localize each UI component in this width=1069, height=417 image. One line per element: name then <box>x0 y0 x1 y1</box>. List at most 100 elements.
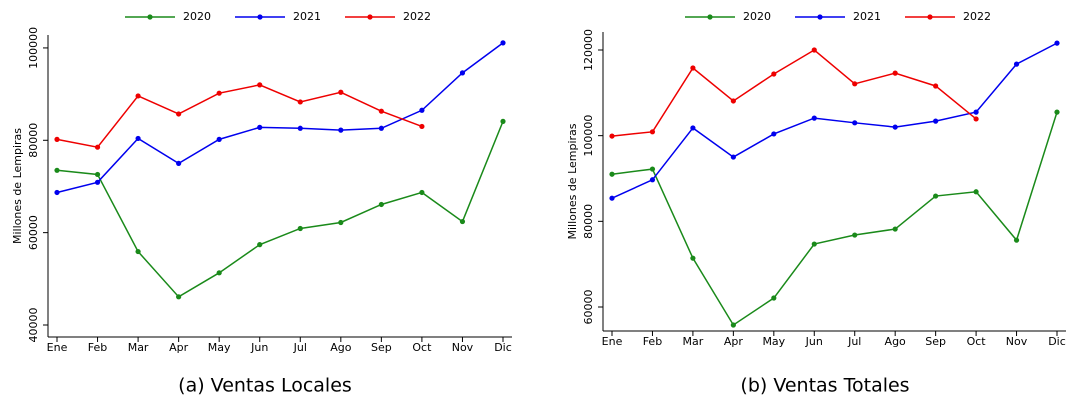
data-point <box>609 171 615 177</box>
data-point <box>419 189 425 196</box>
legend-marker <box>147 14 153 20</box>
y-tick-label: 60000 <box>27 215 40 250</box>
x-tick-label: Oct <box>967 335 987 348</box>
data-point <box>973 109 979 115</box>
data-point <box>649 129 656 135</box>
x-tick-label: Apr <box>169 341 189 354</box>
x-tick-label: Jun <box>805 335 823 348</box>
caption: (a) Ventas Locales <box>178 375 352 397</box>
x-tick-label: Sep <box>925 335 946 348</box>
data-point <box>135 93 141 99</box>
data-point <box>649 166 656 172</box>
y-tick-label: 80000 <box>27 123 40 158</box>
data-point <box>94 144 101 150</box>
y-axis-label: Millones de Lempiras <box>11 128 24 244</box>
data-point <box>54 189 60 196</box>
x-tick-label: Jul <box>847 335 861 348</box>
legend-label: 2022 <box>403 10 431 23</box>
x-tick-label: May <box>208 341 231 354</box>
data-point <box>852 81 858 87</box>
data-point <box>1054 109 1060 115</box>
data-point <box>933 118 939 124</box>
data-point <box>419 123 425 130</box>
data-point <box>135 135 141 142</box>
data-point <box>892 124 898 130</box>
data-point <box>730 322 736 328</box>
data-point <box>297 125 303 131</box>
x-tick-label: Jun <box>250 341 268 354</box>
y-tick-label: 100000 <box>582 115 595 157</box>
legend-marker <box>927 14 933 20</box>
x-tick-label: Apr <box>724 335 744 348</box>
x-tick-label: Dic <box>494 341 512 354</box>
y-axis-label: Millones de Lempiras <box>566 123 579 239</box>
data-point <box>771 295 777 301</box>
data-point <box>811 241 817 247</box>
data-point <box>771 71 777 77</box>
y-tick-label: 40000 <box>27 307 40 342</box>
data-point <box>690 65 696 71</box>
data-point <box>135 248 141 255</box>
legend-label: 2021 <box>293 10 321 23</box>
x-tick-label: Ago <box>885 335 907 348</box>
x-tick-label: Mar <box>128 341 149 354</box>
data-point <box>852 232 858 238</box>
data-point <box>649 177 656 183</box>
legend-label: 2021 <box>853 10 881 23</box>
data-point <box>500 118 506 124</box>
data-point <box>811 115 817 121</box>
legend-marker <box>367 14 373 20</box>
data-point <box>771 131 777 137</box>
data-point <box>216 90 222 96</box>
data-point <box>730 154 736 160</box>
data-point <box>338 89 344 95</box>
data-point <box>892 226 898 232</box>
data-point <box>609 195 615 201</box>
x-tick-label: May <box>762 335 785 348</box>
data-point <box>730 98 736 104</box>
data-point <box>811 47 817 53</box>
data-point <box>297 99 303 105</box>
data-point <box>1054 40 1060 46</box>
legend-label: 2020 <box>743 10 771 23</box>
data-point <box>378 201 384 208</box>
y-tick-label: 120000 <box>582 29 595 71</box>
data-point <box>94 171 101 178</box>
data-point <box>690 255 696 261</box>
x-tick-label: Feb <box>643 335 662 348</box>
series-line <box>611 111 1058 327</box>
legend-marker <box>257 14 263 20</box>
caption: (b) Ventas Totales <box>740 375 909 397</box>
x-tick-label: Ene <box>602 335 623 348</box>
x-tick-label: Mar <box>683 335 704 348</box>
x-tick-label: Ene <box>47 341 68 354</box>
legend-marker <box>707 14 713 20</box>
x-tick-label: Sep <box>371 341 392 354</box>
data-point <box>176 111 182 117</box>
x-tick-label: Ago <box>330 341 352 354</box>
legend-label: 2020 <box>183 10 211 23</box>
series-line <box>611 42 1058 199</box>
data-point <box>338 127 344 133</box>
data-point <box>257 124 263 130</box>
data-point <box>216 270 222 276</box>
data-point <box>338 219 344 226</box>
data-point <box>378 125 384 131</box>
x-tick-label: Jul <box>293 341 307 354</box>
x-tick-label: Dic <box>1048 335 1066 348</box>
data-point <box>257 82 263 88</box>
data-point <box>216 136 222 142</box>
data-point <box>1013 61 1020 67</box>
data-point <box>933 83 939 89</box>
x-tick-label: Feb <box>88 341 107 354</box>
y-tick-label: 80000 <box>582 204 595 239</box>
series-line <box>56 121 504 298</box>
data-point <box>852 120 858 126</box>
x-tick-label: Oct <box>412 341 432 354</box>
data-point <box>973 189 979 195</box>
data-point <box>1013 237 1020 243</box>
legend-marker <box>817 14 823 20</box>
series-line <box>611 49 977 137</box>
y-tick-label: 60000 <box>582 290 595 325</box>
